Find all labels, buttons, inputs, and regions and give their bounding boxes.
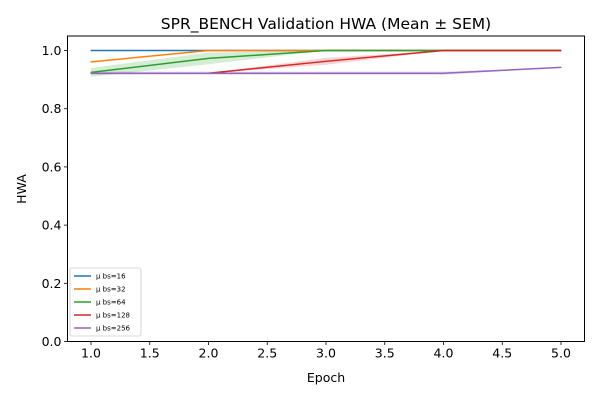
x-tick-label: 3.5 bbox=[375, 346, 395, 361]
x-tick-label: 5.0 bbox=[551, 346, 571, 361]
data-point-4-1 bbox=[207, 72, 210, 74]
data-point-3-3 bbox=[442, 49, 445, 52]
x-axis-label: Epoch bbox=[307, 370, 345, 385]
data-point-1-1 bbox=[207, 49, 210, 52]
chart-title: SPR_BENCH Validation HWA (Mean ± SEM) bbox=[161, 15, 491, 34]
x-tick-label: 2.5 bbox=[257, 346, 277, 361]
y-tick-label: 0.6 bbox=[42, 159, 62, 174]
data-point-2-1 bbox=[207, 57, 210, 60]
data-point-4-0 bbox=[90, 72, 92, 74]
plot-frame bbox=[67, 35, 585, 342]
data-point-2-2 bbox=[325, 49, 327, 52]
data-point-0-0 bbox=[90, 49, 92, 52]
legend-label-0: μ bs=16 bbox=[96, 273, 126, 281]
data-point-1-0 bbox=[90, 61, 92, 63]
x-tick-label: 3.0 bbox=[316, 346, 336, 361]
y-axis-ticks: 0.0 0.2 0.4 0.6 0.8 1.0 bbox=[42, 43, 68, 349]
sem-band-2 bbox=[91, 50, 561, 77]
legend: μ bs=16 μ bs=32 μ bs=64 μ bs=128 μ bs=256 bbox=[69, 267, 142, 337]
legend-label-2: μ bs=64 bbox=[96, 299, 126, 307]
y-tick-label: 0.2 bbox=[42, 276, 62, 291]
y-tick-label: 0.0 bbox=[42, 334, 62, 349]
legend-frame bbox=[69, 267, 142, 337]
x-tick-label: 1.0 bbox=[81, 346, 101, 361]
legend-label-3: μ bs=128 bbox=[96, 312, 130, 320]
data-point-4-2 bbox=[325, 72, 327, 74]
x-tick-label: 2.0 bbox=[199, 346, 219, 361]
data-point-3-4 bbox=[560, 49, 562, 52]
data-point-3-2 bbox=[325, 60, 327, 62]
legend-label-1: μ bs=32 bbox=[96, 286, 126, 294]
series-lines bbox=[90, 49, 562, 74]
x-axis-ticks: 1.0 1.5 2.0 2.5 3.0 3.5 4.0 4.5 5.0 bbox=[81, 341, 571, 361]
y-tick-label: 0.8 bbox=[42, 101, 62, 116]
x-tick-label: 4.5 bbox=[492, 346, 512, 361]
x-tick-label: 4.0 bbox=[434, 346, 454, 361]
y-tick-label: 1.0 bbox=[42, 43, 62, 58]
x-tick-label: 1.5 bbox=[140, 346, 160, 361]
y-tick-label: 0.4 bbox=[42, 218, 62, 233]
legend-label-4: μ bs=256 bbox=[96, 325, 131, 333]
y-axis-label: HWA bbox=[14, 174, 29, 204]
data-point-4-4 bbox=[560, 66, 562, 69]
data-point-4-3 bbox=[442, 72, 445, 74]
